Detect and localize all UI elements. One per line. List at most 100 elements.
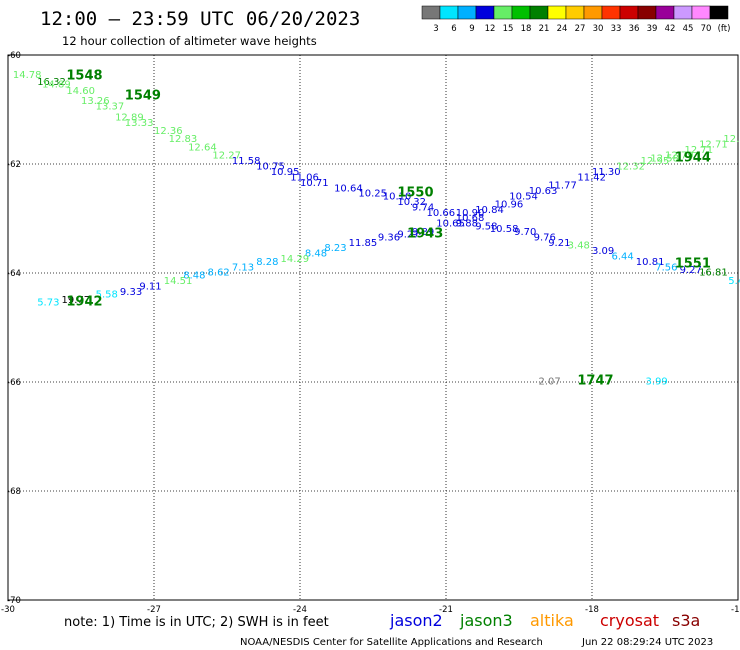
wave-height-value: 11.85 (349, 238, 378, 249)
scale-swatch (547, 5, 567, 20)
scale-label: 21 (539, 24, 550, 34)
wave-height-value: 10.84 (475, 205, 504, 216)
wave-height-value: 11.30 (592, 167, 621, 178)
wave-height-value: 12.71 (684, 145, 713, 156)
scale-label: 36 (629, 24, 640, 34)
wave-height-value: 7.13 (232, 262, 254, 273)
wave-height-value: 12.27 (212, 151, 241, 162)
scale-label: 6 (451, 24, 456, 34)
scale-label: 39 (647, 24, 658, 34)
wave-height-value: 10.95 (271, 167, 300, 178)
scale-swatch (475, 5, 495, 20)
pass-number-label: 1551 (675, 257, 711, 272)
footer-credit: NOAA/NESDIS Center for Satellite Applica… (240, 637, 543, 648)
wave-height-value: 12.89 (115, 112, 144, 123)
wave-height-value: 10.63 (529, 186, 558, 197)
scale-label: 12 (485, 24, 496, 34)
x-tick-label: -18 (585, 605, 599, 615)
scale-swatch (691, 5, 711, 20)
wave-height-value: 9.74 (412, 202, 434, 213)
scale-swatch (493, 5, 513, 20)
wave-height-value: 7.56 (655, 262, 677, 273)
scale-label: 30 (593, 24, 604, 34)
scale-swatch (421, 5, 441, 20)
axis-ticks: -30 -27 -24 -21 -18 -15 -60 -62 -64 -66 -68 -70 (1, 51, 740, 615)
wave-height-value: 14.51 (164, 276, 193, 287)
wave-height-value: 19.77 (62, 295, 91, 306)
wave-height-value: 10.64 (334, 183, 363, 194)
wave-height-value: 10.58 (490, 224, 519, 235)
wave-height-value: 10.66 (427, 208, 456, 219)
scale-swatch (709, 5, 729, 20)
scale-swatch (583, 5, 603, 20)
wave-height-value: 9.70 (514, 227, 536, 238)
pass-number-label: 1943 (407, 227, 443, 242)
satellite-cryosat: cryosat (600, 611, 659, 630)
y-tick-label: -62 (7, 160, 21, 170)
wave-height-value: 12.32 (616, 161, 645, 172)
wave-height-value: 12.95 (641, 156, 670, 167)
pass-number-label: 1747 (577, 374, 613, 389)
wave-height-value: 5.73 (37, 298, 59, 309)
scale-swatch (637, 5, 657, 20)
x-tick-label: -30 (1, 605, 15, 615)
scale-swatch (655, 5, 675, 20)
footer-timestamp: Jun 22 08:29:24 UTC 2023 (581, 637, 713, 648)
scale-label: (ft) (718, 24, 731, 34)
scale-label: 42 (665, 24, 676, 34)
satellite-jason3: jason3 (459, 611, 513, 630)
wave-height-value: 16.81 (699, 268, 728, 279)
wave-height-value: 3.99 (646, 377, 668, 388)
scale-swatch (565, 5, 585, 20)
wave-height-value: 11.06 (290, 172, 319, 183)
wave-height-value: 3.09 (592, 246, 614, 257)
y-tick-label: -70 (7, 596, 21, 606)
wave-height-value: 10.81 (636, 257, 665, 268)
scale-swatch (439, 5, 459, 20)
satellite-jason2: jason2 (389, 611, 443, 630)
y-tick-label: -68 (7, 487, 21, 497)
wave-height-value: 9.89 (412, 227, 434, 238)
satellite-altika: altika (530, 611, 574, 630)
scale-label: 3 (433, 24, 438, 34)
scale-label: 45 (683, 24, 694, 34)
scale-label: 9 (469, 24, 474, 34)
wave-height-value: 9.27 (680, 265, 702, 276)
y-tick-label: -66 (7, 378, 21, 388)
wave-height-value: 10.65 (436, 219, 465, 230)
data-points: 14.7816.3214.8914.6013.2613.3712.8913.33… (13, 70, 740, 388)
wave-height-value: 10.54 (509, 191, 538, 202)
wave-height-value: 2.07 (538, 377, 560, 388)
wave-height-value: 11.77 (548, 181, 577, 192)
wave-height-value: 10.10 (383, 191, 412, 202)
wave-height-value: 8.48 (183, 270, 205, 281)
wave-height-value: 12.83 (169, 134, 198, 145)
wave-height-value: 12.71 (699, 140, 728, 151)
pass-number-label: 1549 (125, 89, 161, 104)
wave-height-value: 8.48 (305, 249, 327, 260)
wave-height-value: 10.25 (358, 189, 387, 200)
scale-swatch (511, 5, 531, 20)
wave-height-value: 5.48 (728, 276, 740, 287)
wave-height-value: 10.71 (300, 178, 329, 189)
scale-swatch (457, 5, 477, 20)
wave-height-value: 16.32 (37, 77, 66, 88)
grid-lines (8, 55, 738, 600)
pass-number-label: 1550 (397, 186, 433, 201)
pass-number-label: 1548 (66, 69, 102, 84)
scale-label: 15 (503, 24, 514, 34)
chart-title: 12:00 – 23:59 UTC 06/20/2023 (40, 8, 360, 30)
scale-swatch (529, 5, 549, 20)
scale-swatch (619, 5, 639, 20)
wave-height-value: 10.32 (397, 197, 426, 208)
y-tick-label: -64 (7, 269, 21, 279)
satellite-legend: jason2 jason3 altika cryosat s3a (389, 611, 700, 630)
wave-height-value: 14.78 (13, 70, 42, 81)
scale-swatch (673, 5, 693, 20)
wave-height-value: 14.89 (42, 80, 71, 91)
wave-height-value: 9.88 (456, 219, 478, 230)
wave-height-value: 9.27 (397, 230, 419, 241)
wave-height-value: 5.58 (96, 290, 118, 301)
pass-number-label: 1944 (675, 150, 711, 165)
